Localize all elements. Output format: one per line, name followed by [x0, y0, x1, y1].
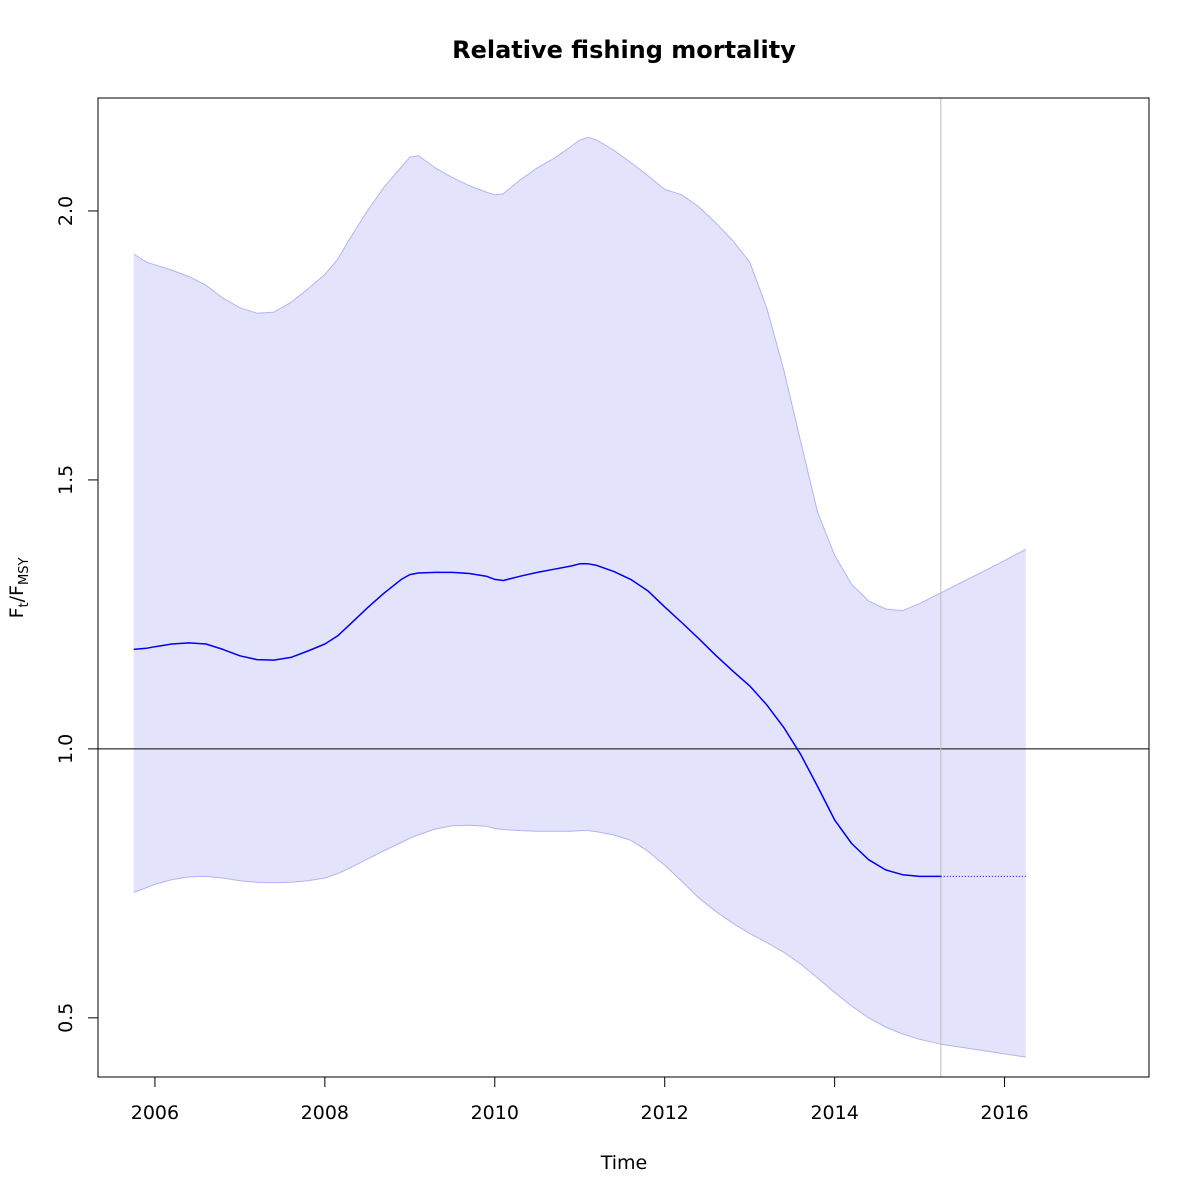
estimate-line [133, 563, 941, 878]
confidence-band-layer [133, 136, 1027, 1058]
series-layer [98, 98, 1149, 1077]
axes-layer: 2006 2008 2010 2012 2014 2016 0.5 1.0 1.5 2.0 [55, 97, 1150, 1124]
x-tick-label: 2012 [641, 1102, 689, 1124]
chart-title: Relative fishing mortality [452, 36, 796, 64]
y-axis-label-sub-2: MSY [17, 558, 32, 585]
y-tick-label: 2.0 [55, 196, 77, 226]
x-tick-label: 2014 [810, 1102, 858, 1124]
upper-band-line [133, 136, 1027, 612]
x-tick-label: 2016 [980, 1102, 1028, 1124]
lower-band-line [133, 824, 1026, 1058]
y-axis-label-slash: / [6, 595, 28, 602]
y-axis-label: Ft/FMSY [6, 558, 32, 619]
y-axis-label-main-2: F [6, 585, 28, 596]
y-tick-label: 1.5 [55, 465, 77, 495]
x-tick-label: 2008 [301, 1102, 349, 1124]
y-tick-label: 1.0 [55, 734, 77, 764]
x-axis-label: Time [600, 1152, 648, 1174]
y-axis-label-sub-1: t [17, 602, 32, 607]
y-axis-label-main-1: F [6, 607, 28, 618]
confidence-band [133, 137, 1026, 1058]
x-tick-label: 2010 [471, 1102, 519, 1124]
y-tick-label: 0.5 [55, 1003, 77, 1033]
x-tick-label: 2006 [131, 1102, 179, 1124]
plot-frame [97, 97, 1150, 1078]
